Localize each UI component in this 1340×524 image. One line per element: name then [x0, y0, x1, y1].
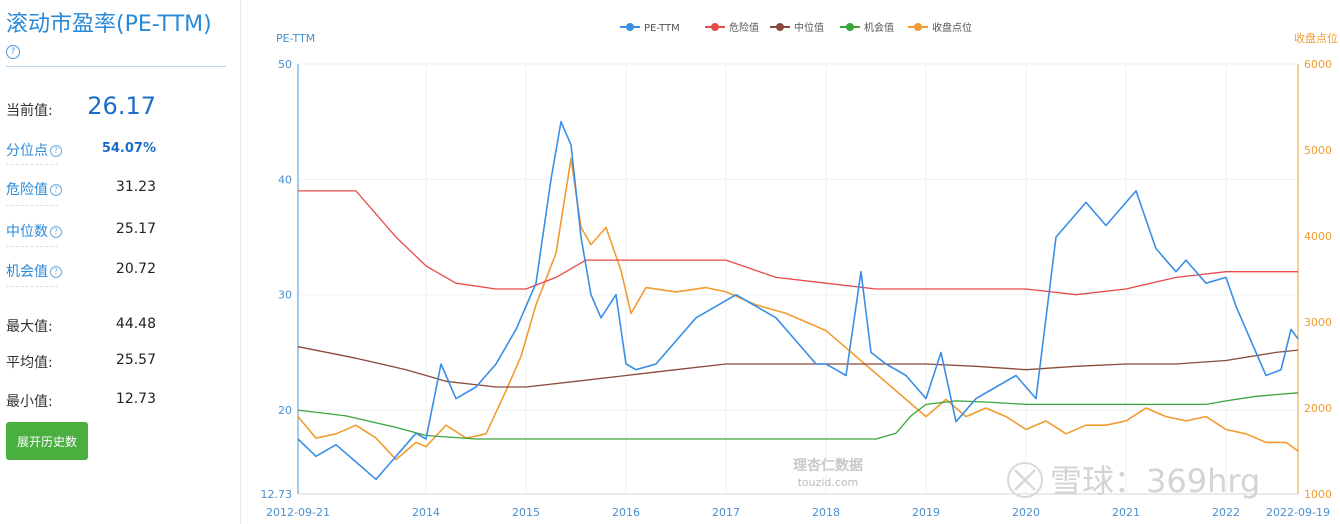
- x-tick-label: 2014: [412, 506, 440, 519]
- stat-avg: 平均值: 25.57: [6, 352, 156, 372]
- danger-value: 31.23: [115, 179, 156, 195]
- watermark-brand: 理杏仁数据: [793, 457, 863, 474]
- series-layer: [297, 120, 1299, 481]
- min-value: 12.73: [115, 391, 156, 407]
- help-icon[interactable]: ?: [50, 184, 62, 196]
- danger-label-text: 危险值: [6, 182, 48, 198]
- legend-label: 中位值: [794, 21, 824, 34]
- help-icon[interactable]: ?: [50, 226, 62, 238]
- legend-label: 危险值: [729, 21, 759, 34]
- watermark: 理杏仁数据 touzid.com 雪球：369hrg: [793, 457, 1260, 500]
- legend-label: PE-TTM: [644, 23, 680, 34]
- danger-label[interactable]: 危险值?: [6, 179, 62, 199]
- help-icon[interactable]: ?: [50, 266, 62, 278]
- legend-swatch-dot: [626, 23, 634, 31]
- right-tick-label: 2000: [1304, 402, 1332, 415]
- percentile-label[interactable]: 分位点?: [6, 140, 62, 160]
- x-tick-label: 2017: [712, 506, 740, 519]
- avg-label: 平均值:: [6, 355, 53, 371]
- left-tick-label: 30: [278, 289, 292, 302]
- right-tick-label: 1000: [1304, 488, 1332, 501]
- divider: [6, 66, 226, 67]
- opportunity-label[interactable]: 机会值?: [6, 261, 62, 281]
- panel-title: 滚动市盈率(PE-TTM): [6, 12, 212, 37]
- row-divider: [6, 205, 58, 206]
- stat-max: 最大值: 44.48: [6, 316, 156, 336]
- stat-opportunity: 机会值? 20.72: [6, 261, 156, 281]
- max-value: 44.48: [115, 316, 156, 332]
- median-label[interactable]: 中位数?: [6, 221, 62, 241]
- axes: 2012-09-21 2014 2015 2016 2017 2018 2019 2020 20…: [261, 31, 1339, 519]
- panel-divider: [240, 0, 241, 524]
- current-value: 26.17: [87, 92, 156, 120]
- stat-current: 当前值: 26.17: [6, 92, 156, 122]
- median-label-text: 中位数: [6, 224, 48, 240]
- right-tick-label: 5000: [1304, 144, 1332, 157]
- stat-median: 中位数? 25.17: [6, 221, 156, 241]
- watermark-xueqiu: 雪球：369hrg: [1050, 462, 1260, 500]
- percentile-label-text: 分位点: [6, 143, 48, 159]
- help-icon[interactable]: ?: [50, 145, 62, 157]
- legend: PE-TTM 危险值 中位值 机会值 收盘点位: [620, 21, 972, 34]
- stat-percentile: 分位点? 54.07%: [6, 140, 156, 160]
- x-tick-label: 2022-09-19: [1266, 506, 1330, 519]
- current-label: 当前值:: [6, 103, 53, 119]
- x-tick-label: 2021: [1112, 506, 1140, 519]
- expand-history-button[interactable]: 展开历史数据: [6, 422, 88, 487]
- x-tick-label: 2022: [1212, 506, 1240, 519]
- right-axis-title: 收盘点位: [1294, 31, 1338, 45]
- legend-label: 收盘点位: [932, 21, 972, 34]
- info-icon[interactable]: ?: [6, 45, 20, 59]
- x-tick-label: 2019: [912, 506, 940, 519]
- left-axis-title: PE-TTM: [276, 32, 315, 45]
- right-tick-label: 3000: [1304, 316, 1332, 329]
- stats-panel: 滚动市盈率(PE-TTM) ? 当前值: 26.17 分位点? 54.07% 危…: [0, 0, 240, 524]
- xueqiu-logo-mark: [1014, 469, 1036, 491]
- opportunity-line: [297, 392, 1299, 440]
- row-divider: [6, 246, 58, 247]
- index-close-line: [297, 157, 1299, 461]
- row-divider: [6, 164, 58, 165]
- x-tick-label: 2015: [512, 506, 540, 519]
- legend-label: 机会值: [864, 21, 894, 34]
- median-line: [297, 346, 1299, 388]
- xueqiu-logo-icon: [1007, 462, 1043, 498]
- left-tick-label: 12.73: [261, 488, 293, 501]
- max-label: 最大值:: [6, 319, 53, 335]
- left-tick-label: 20: [278, 404, 292, 417]
- left-tick-label: 40: [278, 173, 292, 186]
- watermark-url: touzid.com: [798, 476, 859, 489]
- danger-line: [298, 190, 1298, 296]
- stat-min: 最小值: 12.73: [6, 391, 156, 411]
- left-tick-label: 50: [278, 58, 292, 71]
- x-tick-label: 2016: [612, 506, 640, 519]
- median-value: 25.17: [115, 221, 156, 237]
- x-tick-label: 2012-09-21: [266, 506, 330, 519]
- legend-swatch-dot: [846, 23, 854, 31]
- stat-danger: 危险值? 31.23: [6, 179, 156, 199]
- pe-chart: 2012-09-21 2014 2015 2016 2017 2018 2019 2020 20…: [261, 21, 1339, 519]
- legend-swatch-dot: [776, 23, 784, 31]
- right-tick-label: 4000: [1304, 230, 1332, 243]
- opportunity-value: 20.72: [115, 261, 156, 277]
- avg-value: 25.57: [115, 352, 156, 368]
- percentile-value: 54.07%: [101, 141, 156, 156]
- pe-ttm-line: [297, 120, 1299, 481]
- right-tick-label: 6000: [1304, 58, 1332, 71]
- legend-swatch-dot: [914, 23, 922, 31]
- x-tick-label: 2020: [1012, 506, 1040, 519]
- min-label: 最小值:: [6, 394, 53, 410]
- legend-swatch-dot: [711, 23, 719, 31]
- row-divider: [6, 286, 58, 287]
- x-tick-label: 2018: [812, 506, 840, 519]
- opportunity-label-text: 机会值: [6, 264, 48, 280]
